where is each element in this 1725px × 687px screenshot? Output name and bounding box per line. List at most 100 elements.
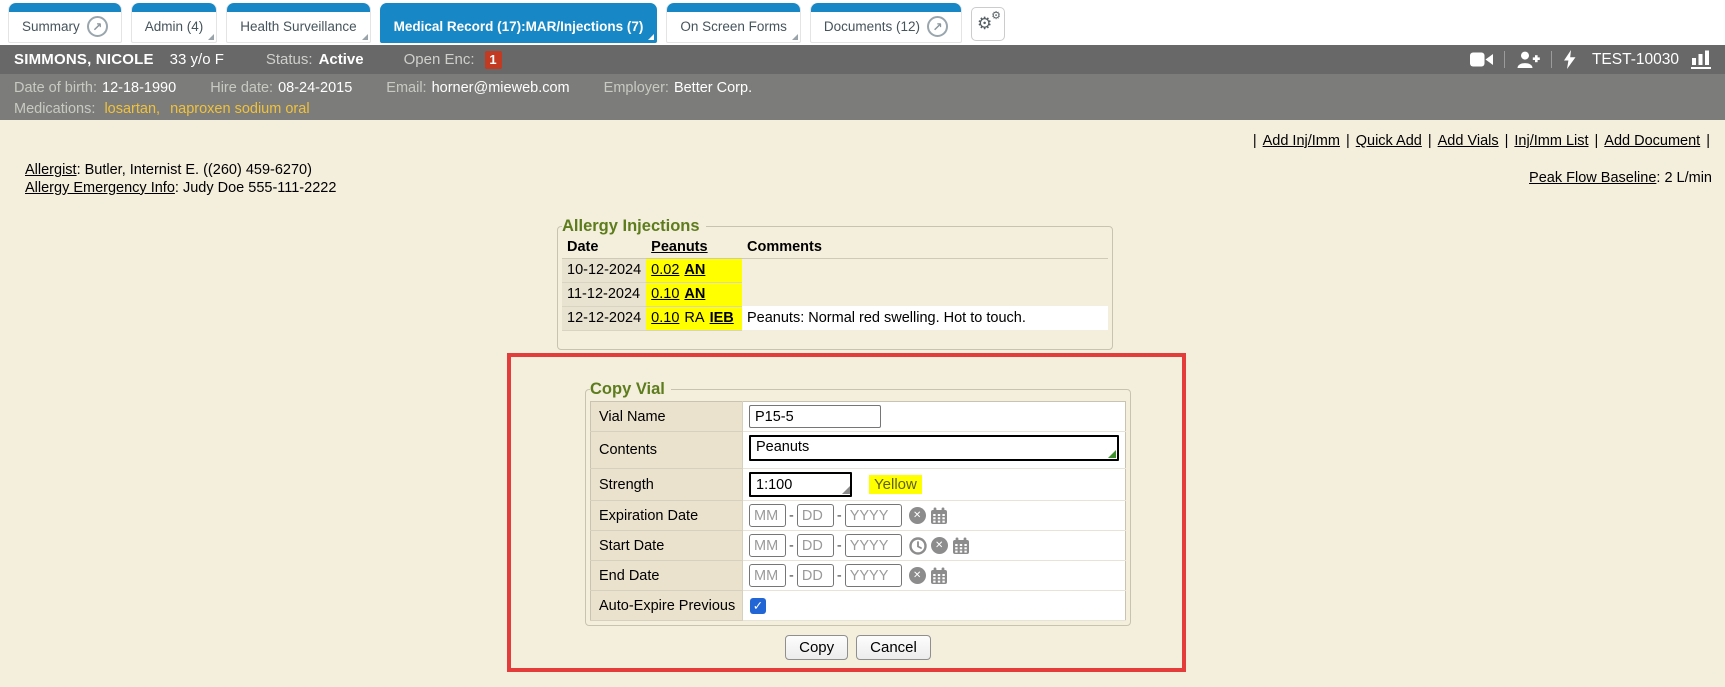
reaction-code-link[interactable]: IEB [709, 310, 734, 326]
clear-date-icon[interactable]: ✕ [908, 507, 926, 524]
dob-label: Date of birth: [14, 80, 98, 96]
strength-input[interactable] [749, 472, 852, 497]
demographics-line: Date of birth: 12-18-1990 Hire date: 08-24… [14, 78, 1711, 99]
form-buttons: Copy Cancel [585, 635, 1131, 660]
copy-vial-form: Vial Name Contents Peanuts Strength Yell… [590, 401, 1126, 621]
dose-link[interactable]: 0.02 [651, 262, 680, 278]
start-day-input[interactable] [796, 534, 834, 557]
auto-expire-label: Auto-Expire Previous [590, 590, 743, 621]
allergist-link[interactable]: Allergist [25, 162, 77, 178]
external-link-icon[interactable]: ↗ [86, 16, 108, 37]
expiration-month-input[interactable] [749, 504, 786, 527]
inj-imm-list-link[interactable]: Inj/Imm List [1514, 133, 1589, 149]
resize-grip-icon[interactable] [1108, 450, 1116, 458]
clear-date-icon[interactable]: ✕ [930, 537, 948, 554]
copy-vial-panel: Copy Vial Vial Name Contents Peanuts Str… [585, 380, 1131, 626]
open-enc-label: Open Enc: [403, 51, 475, 68]
medication-separator: , [156, 101, 161, 117]
allergy-emergency-value: : Judy Doe 555-111-2222 [174, 179, 337, 196]
medication-link-naproxen[interactable]: naproxen sodium oral [170, 101, 310, 117]
tab-on-screen-forms[interactable]: On Screen Forms [666, 3, 801, 43]
medication-link-losartan[interactable]: losartan [104, 101, 157, 117]
contents-textarea[interactable]: Peanuts [749, 435, 1119, 461]
add-document-link[interactable]: Add Document [1604, 133, 1701, 149]
open-encounters-badge[interactable]: 1 [484, 50, 502, 69]
calendar-icon[interactable] [952, 537, 970, 555]
dose-link[interactable]: 0.10 [651, 310, 680, 326]
status-label: Status: [265, 51, 313, 68]
calendar-icon[interactable] [930, 567, 948, 585]
resize-grip-icon[interactable] [842, 486, 850, 494]
tab-summary[interactable]: Summary ↗ [8, 3, 122, 43]
add-vials-link[interactable]: Add Vials [1437, 133, 1499, 149]
vial-name-input[interactable] [749, 405, 881, 428]
expiration-year-input[interactable] [844, 504, 902, 527]
status-value: Active [318, 51, 364, 68]
employer-label: Employer: [603, 80, 669, 96]
hire-date-value: 08-24-2015 [278, 80, 353, 96]
add-person-icon[interactable] [1516, 51, 1540, 68]
calendar-icon[interactable] [930, 507, 948, 525]
peanuts-header-link[interactable]: Peanuts [651, 238, 708, 255]
cancel-button[interactable]: Cancel [856, 635, 931, 660]
patient-header-bar: SIMMONS, NICOLE 33 y/o F Status: Active … [0, 45, 1725, 74]
lightning-bolt-icon[interactable] [1563, 50, 1576, 69]
column-header-date: Date [562, 236, 647, 259]
tab-medical-record[interactable]: Medical Record (17):MAR/Injections (7) [379, 3, 658, 43]
tab-admin[interactable]: Admin (4) [130, 3, 218, 43]
content-area: | Add Inj/Imm | Quick Add | Add Vials | Inj/Imm… [0, 120, 1725, 687]
reaction-code-link[interactable]: AN [684, 262, 706, 278]
injection-date: 11-12-2024 [562, 282, 647, 307]
allergy-injections-panel: Allergy Injections Date Peanuts Comments… [557, 217, 1113, 350]
comment-cell: Peanuts: Normal red swelling. Hot to tou… [742, 306, 1108, 330]
contents-label: Contents [590, 431, 743, 469]
tab-bar: Summary ↗ Admin (4) Health Surveillance … [0, 0, 1725, 45]
divider [1503, 51, 1505, 68]
start-month-input[interactable] [749, 534, 786, 557]
tab-health-surveillance-label: Health Surveillance [240, 19, 357, 34]
comment-cell [742, 258, 1108, 282]
employer-value: Better Corp. [673, 80, 753, 96]
auto-expire-checkbox[interactable]: ✓ [750, 597, 766, 614]
tab-summary-label: Summary [22, 19, 80, 34]
peak-flow-baseline-link[interactable]: Peak Flow Baseline [1529, 170, 1657, 186]
end-year-input[interactable] [844, 564, 902, 587]
injection-dose-cell: 0.10 AN [646, 282, 742, 307]
tab-documents[interactable]: Documents (12) ↗ [809, 3, 962, 43]
end-month-input[interactable] [749, 564, 786, 587]
start-year-input[interactable] [844, 534, 902, 557]
patient-name: SIMMONS, NICOLE [14, 51, 154, 68]
column-header-comments: Comments [742, 236, 1108, 259]
flowsheet-chart-icon[interactable] [1691, 50, 1711, 69]
medications-line: Medications: losartan, naproxen sodium o… [14, 99, 1711, 120]
copy-button[interactable]: Copy [785, 635, 849, 660]
action-links: | Add Inj/Imm | Quick Add | Add Vials | Inj/Imm… [1252, 133, 1710, 149]
video-camera-icon[interactable] [1469, 52, 1493, 67]
dose-link[interactable]: 0.10 [651, 286, 680, 302]
end-day-input[interactable] [796, 564, 834, 587]
table-row: 10-12-2024 0.02 AN [562, 258, 1108, 283]
expiration-day-input[interactable] [796, 504, 834, 527]
tab-documents-label: Documents (12) [823, 19, 920, 34]
patient-header-toolbar: TEST-10030 [1469, 50, 1711, 69]
checkmark-icon: ✓ [752, 599, 764, 613]
add-inj-imm-link[interactable]: Add Inj/Imm [1262, 133, 1340, 149]
quick-add-link[interactable]: Quick Add [1355, 133, 1422, 149]
settings-gear-button[interactable]: ⚙ ⚙ [970, 7, 1005, 41]
external-link-icon[interactable]: ↗ [926, 16, 948, 37]
clear-date-icon[interactable]: ✕ [908, 567, 926, 584]
tab-medical-record-label: Medical Record (17):MAR/Injections (7) [393, 19, 644, 34]
demographics-bar: Date of birth: 12-18-1990 Hire date: 08-24… [0, 74, 1725, 120]
allergy-injections-table: Date Peanuts Comments 10-12-2024 0.02 AN … [562, 236, 1108, 331]
strength-label: Strength [590, 468, 743, 501]
injection-date: 12-12-2024 [562, 306, 647, 331]
clock-icon[interactable] [908, 536, 927, 555]
tab-health-surveillance[interactable]: Health Surveillance [226, 3, 371, 43]
peak-flow-baseline: Peak Flow Baseline: 2 L/min [1529, 170, 1712, 186]
allergy-contact-info: Allergist: Butler, Internist E. ((260) 4… [25, 162, 336, 197]
gear-icon: ⚙ [976, 14, 993, 33]
allergy-emergency-info-link[interactable]: Allergy Emergency Info [25, 179, 175, 196]
tab-admin-label: Admin (4) [144, 19, 204, 34]
reaction-code-link[interactable]: AN [684, 286, 706, 302]
